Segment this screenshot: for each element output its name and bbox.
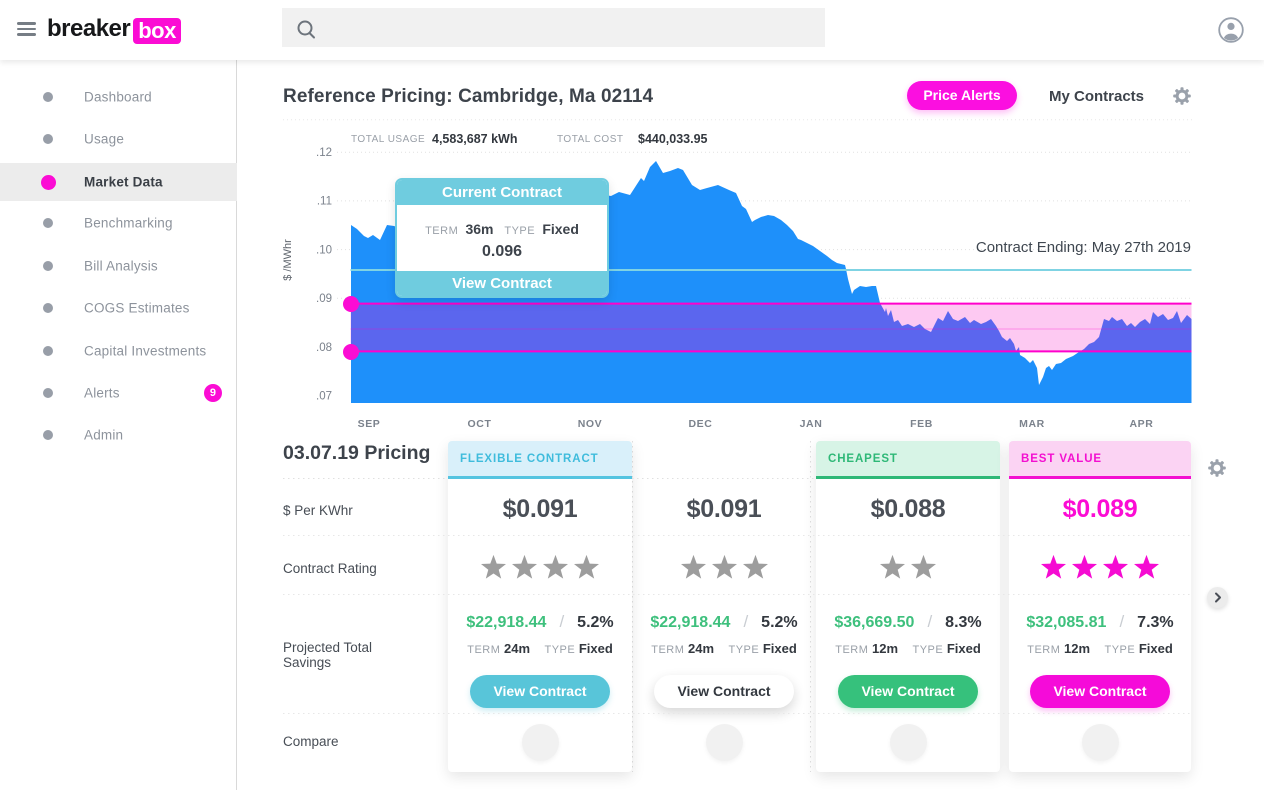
svg-text:SEP: SEP xyxy=(358,418,381,430)
svg-text:APR: APR xyxy=(1130,418,1154,430)
svg-text:.08: .08 xyxy=(316,342,332,354)
svg-text:NOV: NOV xyxy=(578,418,603,430)
svg-text:.07: .07 xyxy=(316,391,332,403)
svg-text:4,583,687 kWh: 4,583,687 kWh xyxy=(432,132,517,146)
svg-text:$440,033.95: $440,033.95 xyxy=(638,132,708,146)
svg-text:MAR: MAR xyxy=(1019,418,1045,430)
svg-text:.11: .11 xyxy=(317,196,332,208)
svg-text:Contract Ending: May 27th 2019: Contract Ending: May 27th 2019 xyxy=(976,239,1191,256)
svg-text:.12: .12 xyxy=(316,147,332,159)
svg-text:.09: .09 xyxy=(316,293,332,305)
svg-text:TOTAL USAGE: TOTAL USAGE xyxy=(351,134,425,145)
svg-text:OCT: OCT xyxy=(468,418,492,430)
svg-text:JAN: JAN xyxy=(800,418,823,430)
svg-text:FEB: FEB xyxy=(910,418,933,430)
svg-text:$ /MWhr: $ /MWhr xyxy=(283,239,294,281)
svg-text:.10: .10 xyxy=(316,244,332,256)
svg-text:DEC: DEC xyxy=(689,418,713,430)
svg-text:TOTAL COST: TOTAL COST xyxy=(557,134,624,145)
